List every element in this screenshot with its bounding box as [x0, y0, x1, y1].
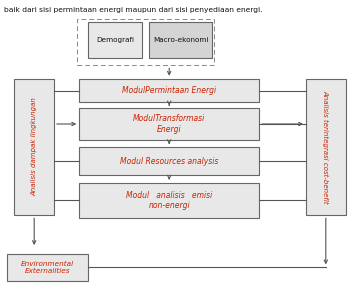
- Text: baik dari sisi permintaan energi maupun dari sisi penyediaan energi.: baik dari sisi permintaan energi maupun …: [4, 7, 263, 12]
- Text: Modul Resources analysis: Modul Resources analysis: [120, 157, 219, 166]
- Text: Analisis terintegrasi cost-benefit: Analisis terintegrasi cost-benefit: [323, 90, 329, 204]
- Bar: [14, 79, 54, 215]
- Bar: [306, 79, 346, 215]
- Text: Analisis dampak lingkungan: Analisis dampak lingkungan: [31, 98, 37, 196]
- Text: Macro-ekonomi: Macro-ekonomi: [153, 37, 208, 43]
- Bar: [149, 22, 212, 58]
- Bar: [79, 147, 259, 175]
- Bar: [79, 108, 259, 140]
- Bar: [7, 254, 88, 281]
- Text: ModulPermintaan Energi: ModulPermintaan Energi: [122, 86, 216, 95]
- Text: Demografi: Demografi: [96, 37, 134, 43]
- Text: ModulTransformasi
Energi: ModulTransformasi Energi: [133, 114, 205, 134]
- Text: Modul   analisis   emisi
non-energi: Modul analisis emisi non-energi: [126, 191, 212, 210]
- Text: Environmental
Externalities: Environmental Externalities: [21, 261, 74, 274]
- Bar: [79, 183, 259, 218]
- Bar: [88, 22, 142, 58]
- Bar: [77, 19, 214, 65]
- Bar: [79, 79, 259, 102]
